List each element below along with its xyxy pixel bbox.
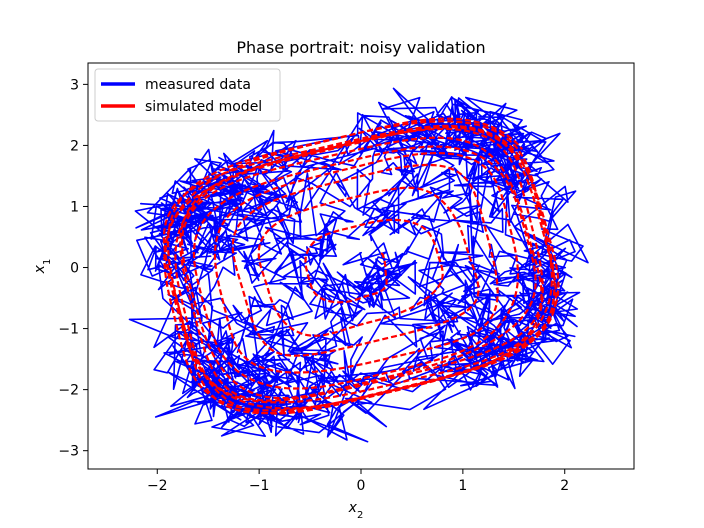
- x-tick-label: −1: [249, 478, 270, 494]
- y-tick-label: 3: [70, 77, 79, 93]
- y-tick-label: 1: [70, 199, 79, 215]
- legend-label-measured-data: measured data: [145, 77, 251, 93]
- legend: measured data simulated model: [94, 68, 281, 122]
- legend-frame: [94, 68, 281, 122]
- y-tick-label: −2: [58, 383, 79, 399]
- x-tick-label: −2: [147, 478, 168, 494]
- y-tick-label: −1: [58, 322, 79, 338]
- x-tick-label: 1: [458, 478, 467, 494]
- ticks-layer: −2 −1 0 1 2 −3 −2 −1 0 1 2 3: [58, 77, 569, 494]
- x-tick-label: 0: [357, 478, 366, 494]
- y-tick-label: −3: [58, 444, 79, 460]
- legend-label-simulated-model: simulated model: [145, 99, 262, 115]
- x-tick-label: 2: [560, 478, 569, 494]
- series-line-measured-data: [128, 87, 589, 443]
- y-tick-label: 0: [70, 261, 79, 277]
- chart-title: Phase portrait: noisy validation: [236, 38, 485, 57]
- series-layer: [128, 87, 589, 443]
- y-tick-label: 2: [70, 138, 79, 154]
- y-axis-label: x1: [32, 259, 53, 275]
- x-axis-label: x2: [348, 500, 364, 521]
